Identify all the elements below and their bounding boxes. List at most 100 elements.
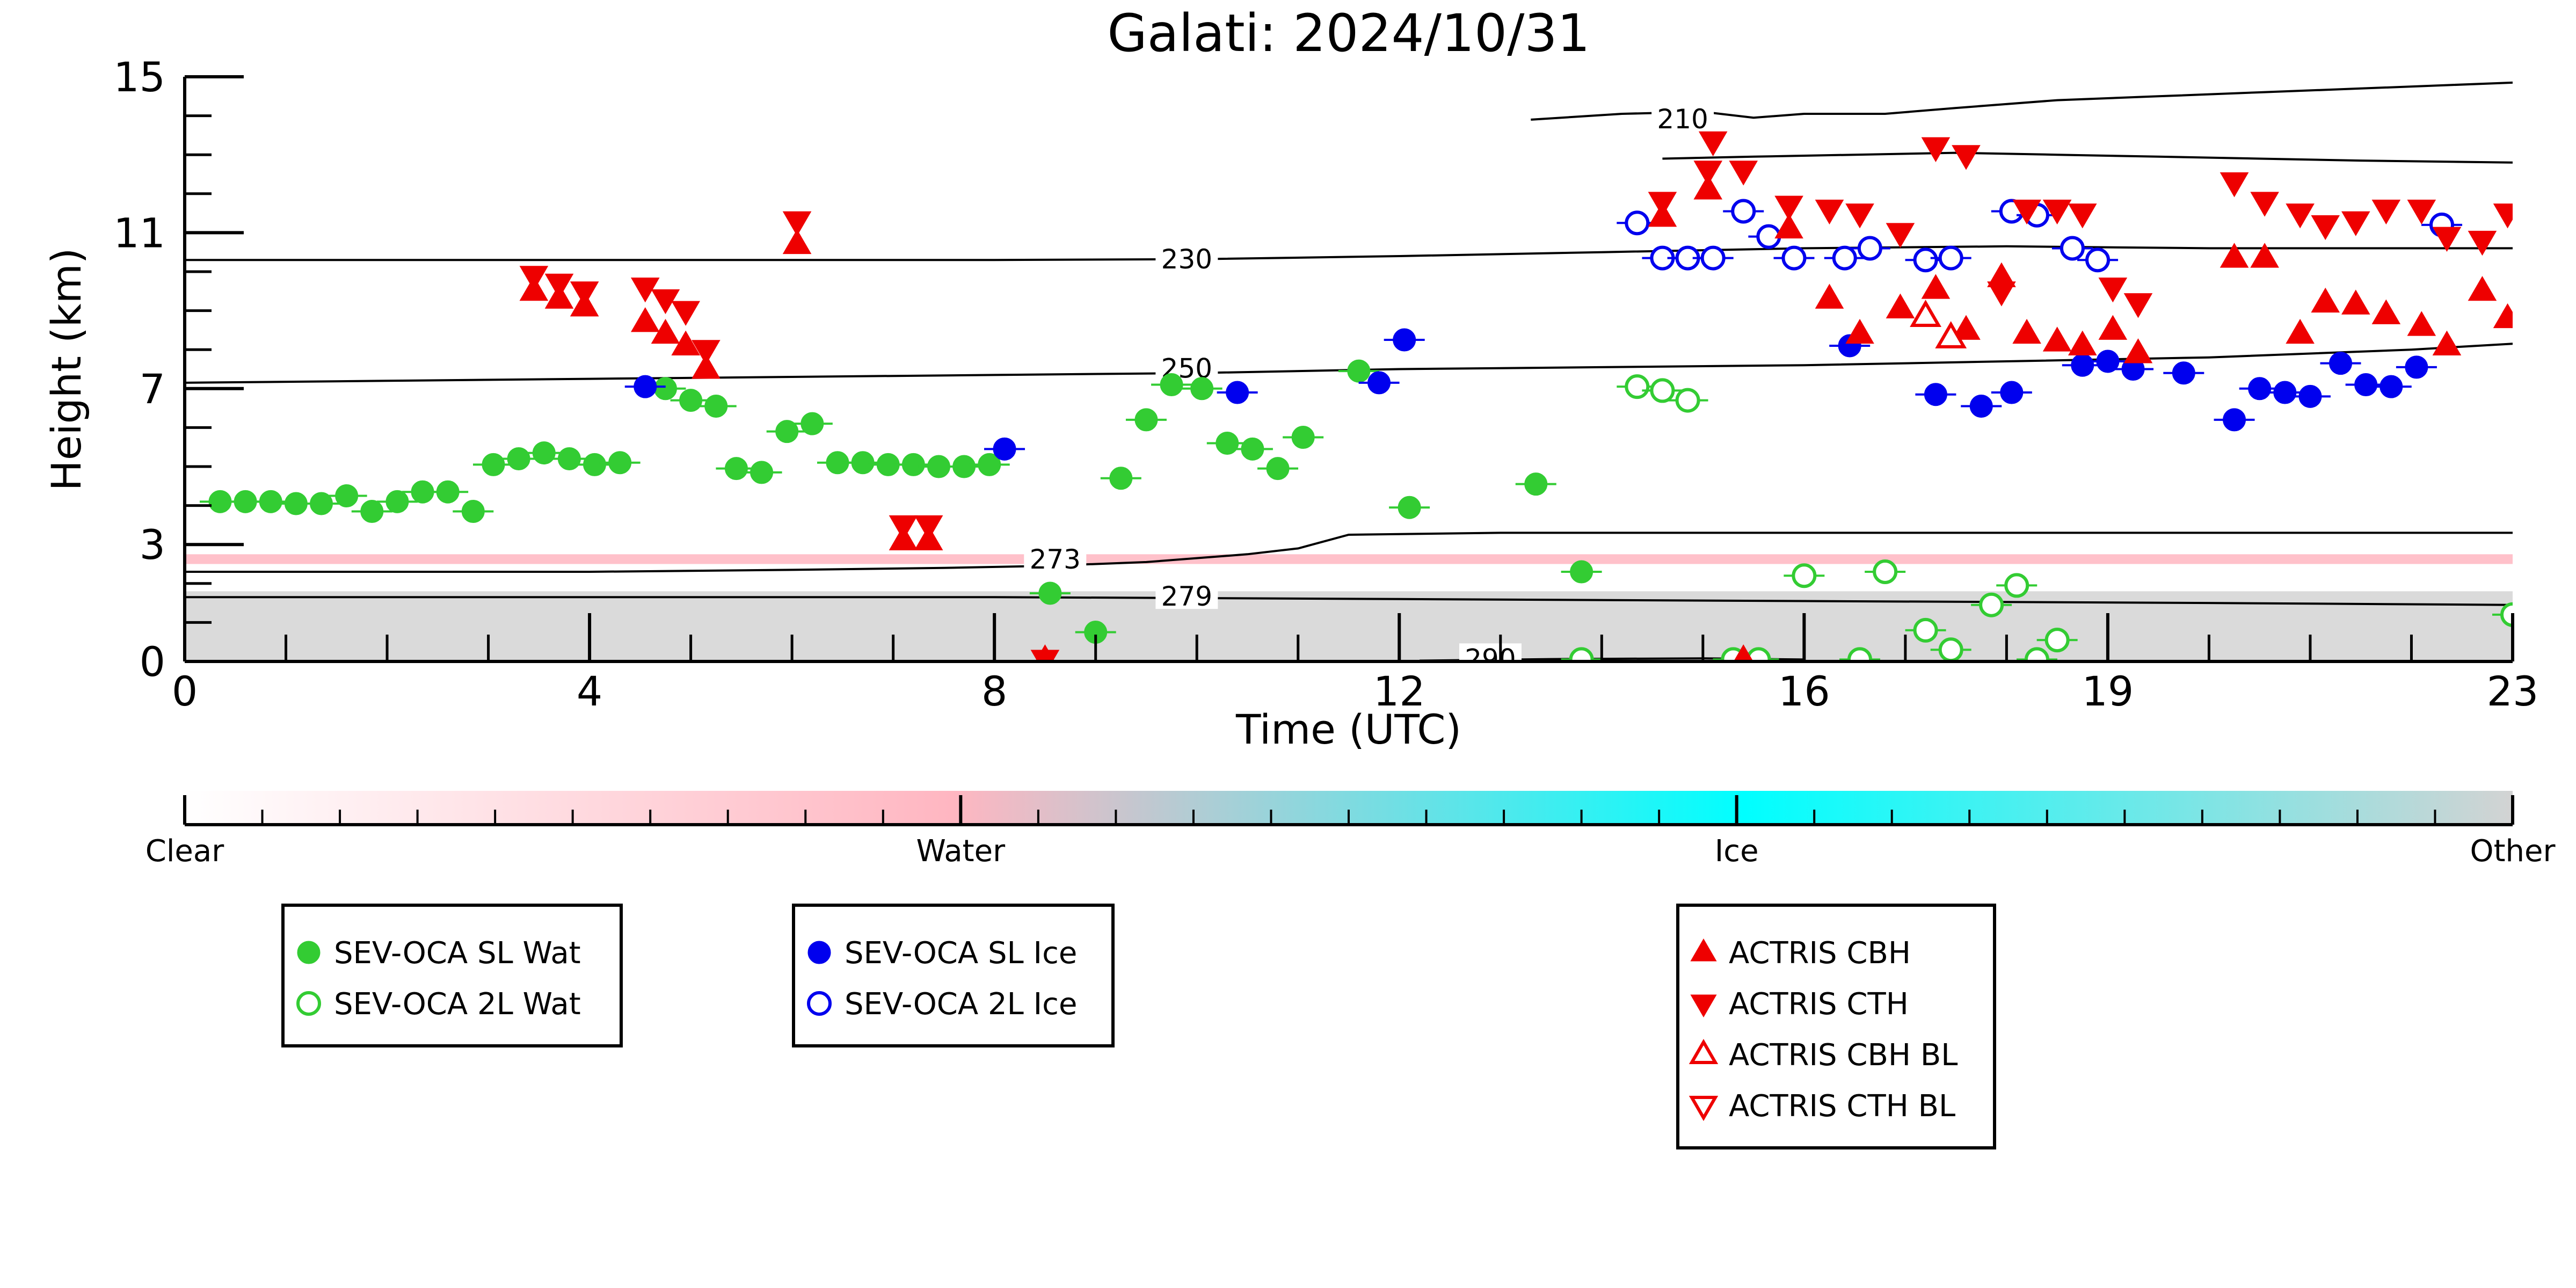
data-point [2250, 192, 2279, 217]
data-point [2298, 384, 2322, 408]
legend-label: SEV-OCA SL Wat [334, 936, 581, 971]
data-point [2311, 287, 2340, 313]
data-point [2085, 248, 2111, 273]
data-point [1398, 496, 1421, 519]
data-point [544, 273, 574, 299]
data-point [2379, 375, 2403, 398]
x-tick-label: 23 [2487, 667, 2539, 715]
colorbar-label: Other [2470, 834, 2556, 869]
data-point [1774, 195, 1803, 221]
data-point [532, 441, 556, 465]
data-point [1625, 210, 1650, 236]
data-point [2493, 203, 2513, 229]
legend-label: ACTRIS CBH [1729, 936, 1911, 971]
data-point [1160, 373, 1183, 397]
data-point [2044, 628, 2070, 653]
data-point [2223, 408, 2246, 432]
data-point [679, 389, 703, 412]
data-point [750, 461, 774, 484]
y-tick-label: 0 [140, 638, 165, 686]
series-sev-oca-sl-ice [624, 328, 2437, 461]
data-point [1935, 321, 1967, 348]
data-point [1952, 145, 1981, 170]
legend-frame [281, 904, 623, 1047]
x-tick-label: 19 [2082, 667, 2134, 715]
data-point [2273, 381, 2297, 404]
data-point [1241, 437, 1264, 461]
data-point [2123, 293, 2153, 318]
chart-title: Galati: 2024/10/31 [1107, 3, 1590, 63]
data-point [2096, 350, 2120, 373]
x-tick-label: 8 [981, 667, 1007, 715]
legend-box: SEV-OCA SL Ice SEV-OCA 2L Ice [792, 904, 1115, 1047]
data-point [2024, 647, 2049, 661]
data-point [1689, 1039, 1719, 1064]
data-point [1987, 281, 2016, 307]
data-point [671, 330, 700, 355]
data-point [1832, 245, 1857, 271]
data-point [653, 377, 677, 401]
legend: SEV-OCA SL Wat SEV-OCA 2L Wat SEV-OCA SL I… [281, 904, 1996, 1149]
x-tick-label: 0 [172, 667, 198, 715]
legend-label: ACTRIS CBH BL [1729, 1038, 1958, 1073]
data-point [583, 453, 607, 476]
data-point [1873, 559, 1898, 585]
y-tick-label: 11 [113, 209, 165, 257]
data-point [2432, 330, 2462, 355]
legend-label: ACTRIS CTH BL [1729, 1089, 1955, 1124]
data-point [634, 375, 657, 398]
data-point [461, 499, 485, 523]
data-point [2286, 318, 2315, 344]
data-point [1921, 274, 1951, 299]
data-point [1700, 245, 1726, 271]
data-point [782, 211, 812, 236]
contour-label-bg [1024, 544, 1087, 572]
data-point [1886, 223, 1915, 248]
colorbar: Clear Water Ice Other [145, 791, 2556, 869]
data-point [1524, 472, 1548, 496]
data-point [1625, 374, 1650, 399]
data-point [692, 340, 721, 365]
data-point [1690, 938, 1717, 962]
data-point [807, 991, 832, 1016]
data-point [1938, 245, 1963, 271]
data-point [704, 394, 728, 418]
data-point [2012, 318, 2041, 344]
contour-label: 273 [1030, 544, 1081, 575]
data-point [807, 941, 831, 964]
data-point [2468, 276, 2497, 301]
data-point [2371, 199, 2401, 225]
data-point [1886, 293, 1915, 318]
data-point [2311, 215, 2340, 241]
data-point [296, 991, 321, 1016]
data-point [1291, 426, 1315, 449]
band-water [185, 554, 2513, 564]
legend-label: SEV-OCA 2L Ice [845, 987, 1077, 1022]
contour-label: 210 [1657, 104, 1708, 135]
data-point [1921, 137, 1951, 162]
data-point [1857, 236, 1882, 261]
data-point [259, 490, 282, 513]
data-point [2220, 172, 2249, 198]
data-point [671, 301, 700, 326]
data-point [2493, 303, 2513, 329]
colorbar-label: Water [916, 834, 1006, 869]
data-point [310, 492, 333, 515]
data-point [2354, 373, 2378, 397]
data-point [952, 455, 976, 478]
data-point [1913, 248, 1938, 273]
data-point [978, 453, 1001, 476]
colorbar-label: Ice [1715, 834, 1759, 869]
data-point [1781, 245, 1807, 271]
data-point [570, 281, 599, 307]
data-point [2405, 355, 2428, 379]
data-point [2432, 227, 2462, 252]
data-point [2068, 330, 2097, 355]
y-tick-label: 15 [113, 53, 165, 101]
data-point [1367, 371, 1391, 395]
x-tick-label: 4 [577, 667, 602, 715]
data-point [1847, 647, 1873, 661]
y-tick-label: 3 [140, 521, 165, 569]
data-point [608, 451, 632, 475]
data-point [1690, 994, 1717, 1017]
